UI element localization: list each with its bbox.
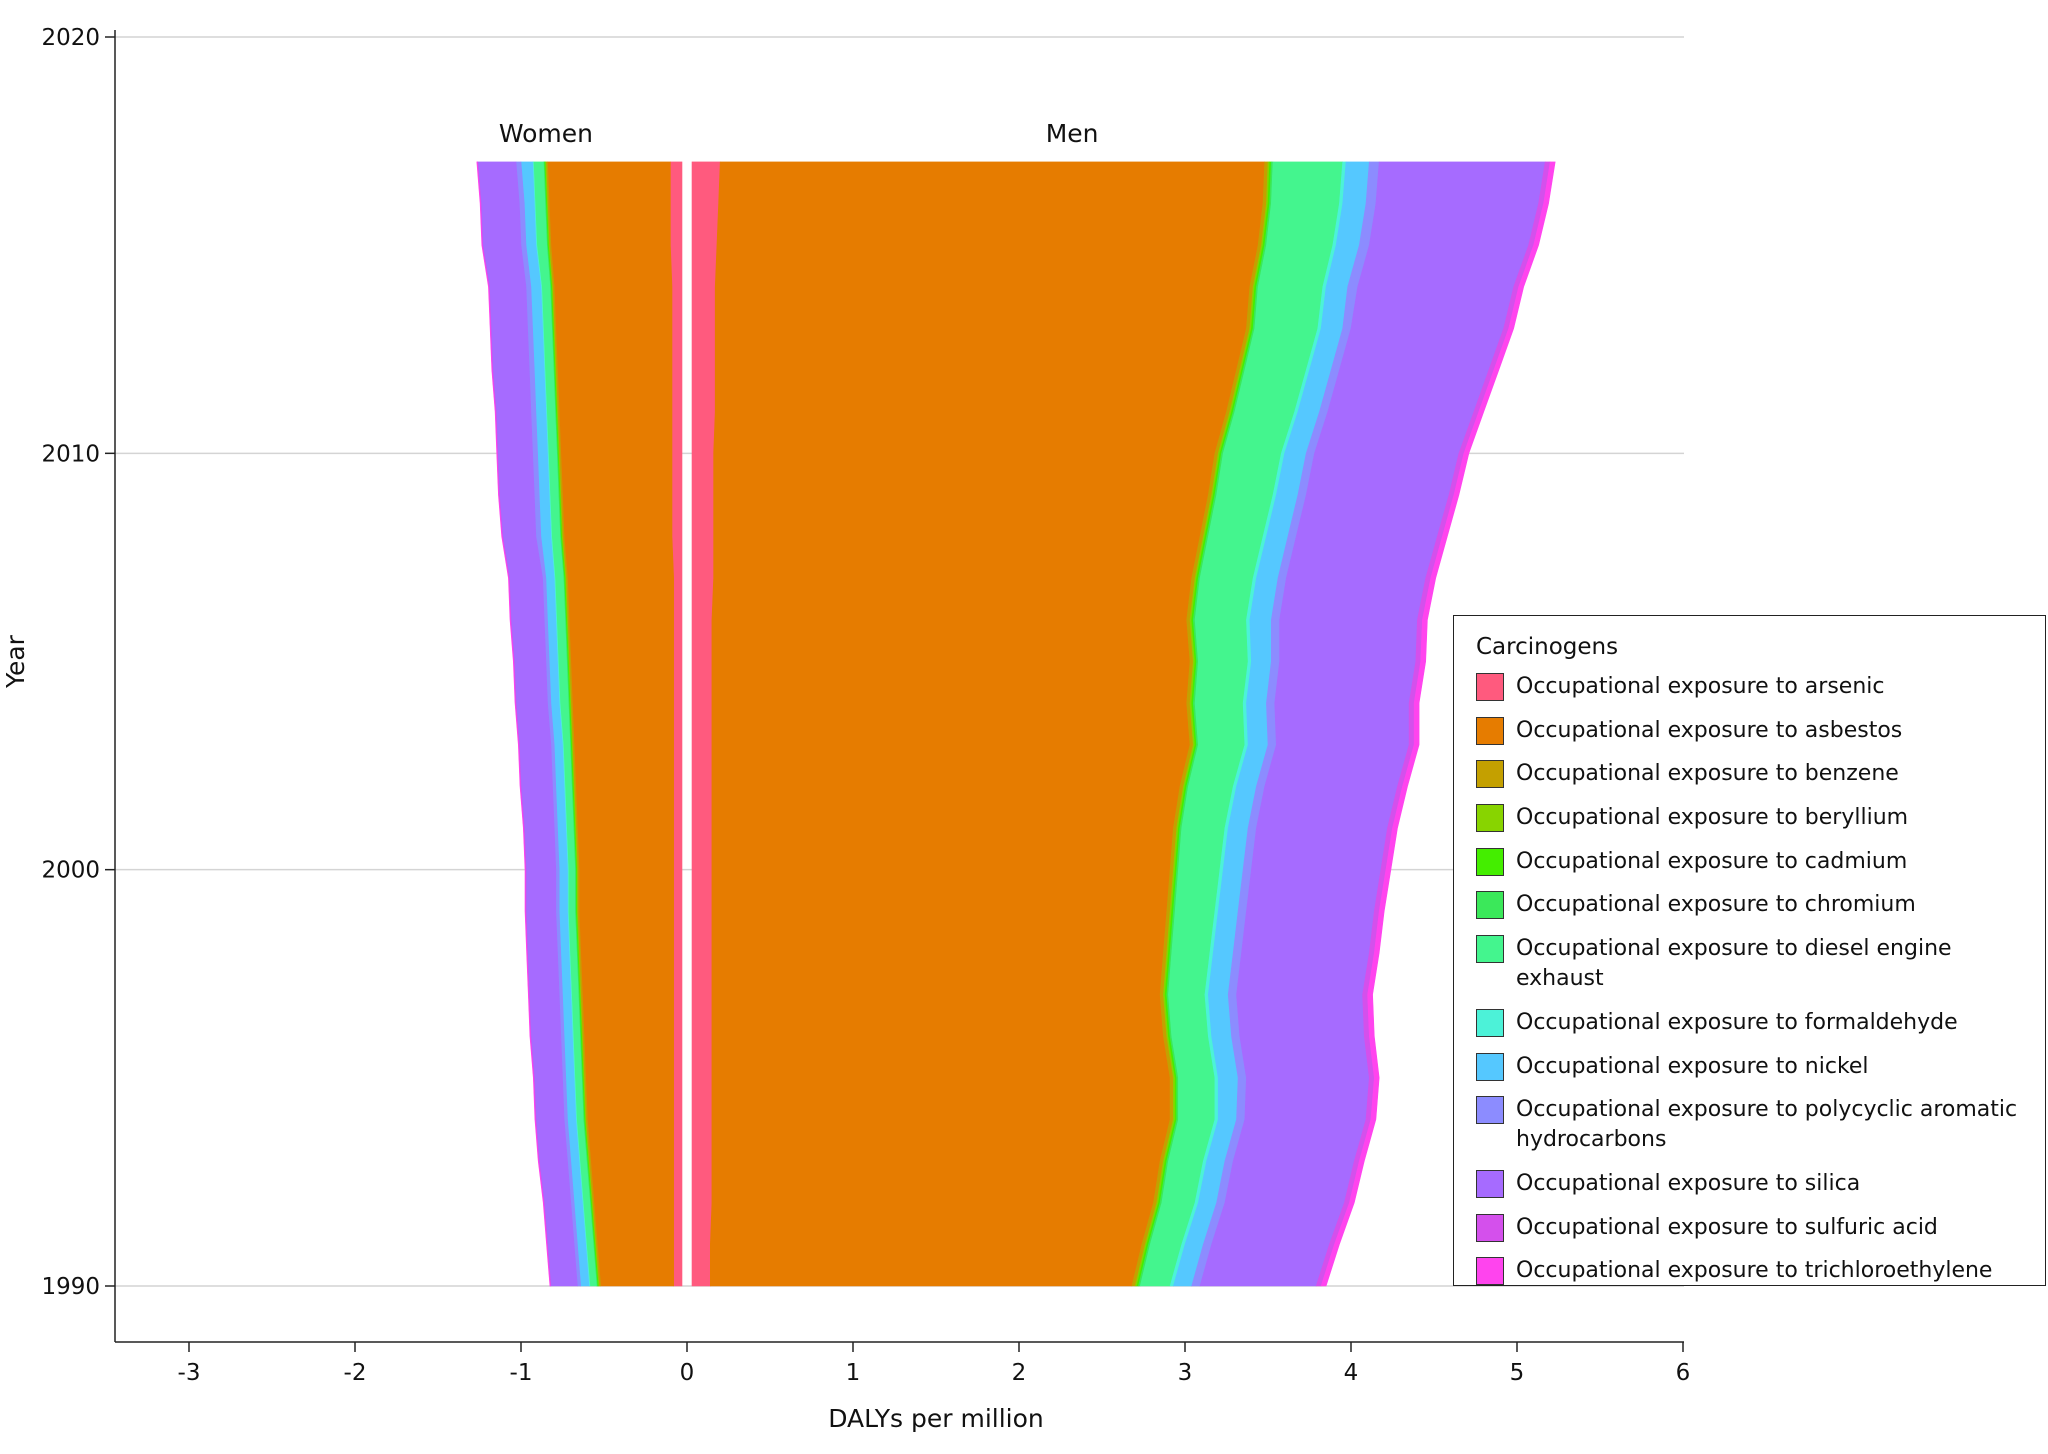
- legend-swatch: [1476, 1257, 1504, 1286]
- women-panel-label: Women: [499, 119, 593, 148]
- legend-label: Occupational exposure to cadmium: [1516, 848, 1908, 874]
- legend-label: Occupational exposure to diesel engine e…: [1516, 936, 1952, 992]
- legend-label: Occupational exposure to sulfuric acid: [1516, 1214, 1938, 1240]
- legend-swatch: [1476, 760, 1504, 789]
- legend-item: Occupational exposure to benzene: [1476, 759, 2035, 789]
- legend-item: Occupational exposure to diesel engine e…: [1476, 934, 2035, 994]
- legend-swatch: [1476, 673, 1504, 701]
- area-men-occupational-exposure-to-trichloroethylene: [1320, 161, 1556, 1287]
- y-tick-label: 2010: [41, 441, 100, 467]
- legend-item: Occupational exposure to chromium: [1476, 890, 2035, 920]
- legend-item: Occupational exposure to polycyclic arom…: [1476, 1095, 2035, 1155]
- legend-swatch: [1476, 1169, 1504, 1198]
- x-tick-label: -1: [510, 1360, 533, 1386]
- legend: Carcinogens Occupational exposure to ars…: [1453, 615, 2046, 1286]
- legend-item: Occupational exposure to arsenic: [1476, 672, 2035, 702]
- legend-label: Occupational exposure to polycyclic arom…: [1516, 1097, 2018, 1153]
- legend-item: Occupational exposure to asbestos: [1476, 716, 2035, 746]
- legend-items: Occupational exposure to arsenic Occupati…: [1476, 672, 2035, 1286]
- legend-label: Occupational exposure to asbestos: [1516, 717, 1903, 743]
- legend-label: Occupational exposure to chromium: [1516, 892, 1916, 918]
- legend-label: Occupational exposure to trichloroethyle…: [1516, 1258, 1993, 1284]
- legend-item: Occupational exposure to trichloroethyle…: [1476, 1256, 2035, 1286]
- axes: -3 -2 -1 0 1 2 3 4 5 6 1990 2000 2010 2020: [41, 25, 1690, 1386]
- x-tick-label: 2: [1012, 1360, 1027, 1386]
- x-tick-label: 6: [1676, 1360, 1691, 1386]
- stacked-areas: [476, 161, 1556, 1287]
- legend-swatch: [1476, 1213, 1504, 1242]
- legend-swatch: [1476, 1008, 1504, 1037]
- legend-label: Occupational exposure to arsenic: [1516, 674, 1885, 699]
- area-women-occupational-exposure-to-trichloroethylene: [476, 161, 551, 1287]
- legend-title: Carcinogens: [1476, 634, 1619, 660]
- x-tick-label: 0: [680, 1360, 695, 1386]
- y-axis-title: Year: [1, 634, 30, 689]
- legend-swatch: [1476, 1096, 1504, 1125]
- legend-item: Occupational exposure to sulfuric acid: [1476, 1213, 2035, 1243]
- legend-label: Occupational exposure to nickel: [1516, 1053, 1869, 1079]
- legend-swatch: [1476, 847, 1504, 876]
- x-tick-label: 1: [846, 1360, 861, 1386]
- legend-swatch: [1476, 716, 1504, 745]
- legend-label: Occupational exposure to benzene: [1516, 761, 1899, 787]
- x-tick-label: 5: [1510, 1360, 1525, 1386]
- x-tick-label: -2: [344, 1360, 367, 1386]
- legend-item: Occupational exposure to beryllium: [1476, 803, 2035, 833]
- legend-item: Occupational exposure to nickel: [1476, 1052, 2035, 1082]
- x-tick-label: 4: [1344, 1360, 1359, 1386]
- y-tick-label: 2020: [41, 25, 100, 51]
- men-panel-label: Men: [1046, 119, 1099, 148]
- x-tick-label: 3: [1178, 1360, 1193, 1386]
- legend-label: Occupational exposure to formaldehyde: [1516, 1009, 1958, 1035]
- legend-label: Occupational exposure to beryllium: [1516, 805, 1909, 831]
- x-axis-title: DALYs per million: [828, 1404, 1044, 1433]
- legend-item: Occupational exposure to silica: [1476, 1169, 2035, 1199]
- legend-swatch: [1476, 1052, 1504, 1081]
- x-tick-label: -3: [178, 1360, 201, 1386]
- legend-swatch: [1476, 935, 1504, 964]
- legend-swatch: [1476, 891, 1504, 920]
- legend-label: Occupational exposure to silica: [1516, 1170, 1861, 1196]
- legend-swatch: [1476, 804, 1504, 833]
- y-tick-label: 1990: [41, 1274, 100, 1300]
- legend-item: Occupational exposure to formaldehyde: [1476, 1008, 2035, 1038]
- y-tick-label: 2000: [41, 858, 100, 884]
- legend-item: Occupational exposure to cadmium: [1476, 847, 2035, 877]
